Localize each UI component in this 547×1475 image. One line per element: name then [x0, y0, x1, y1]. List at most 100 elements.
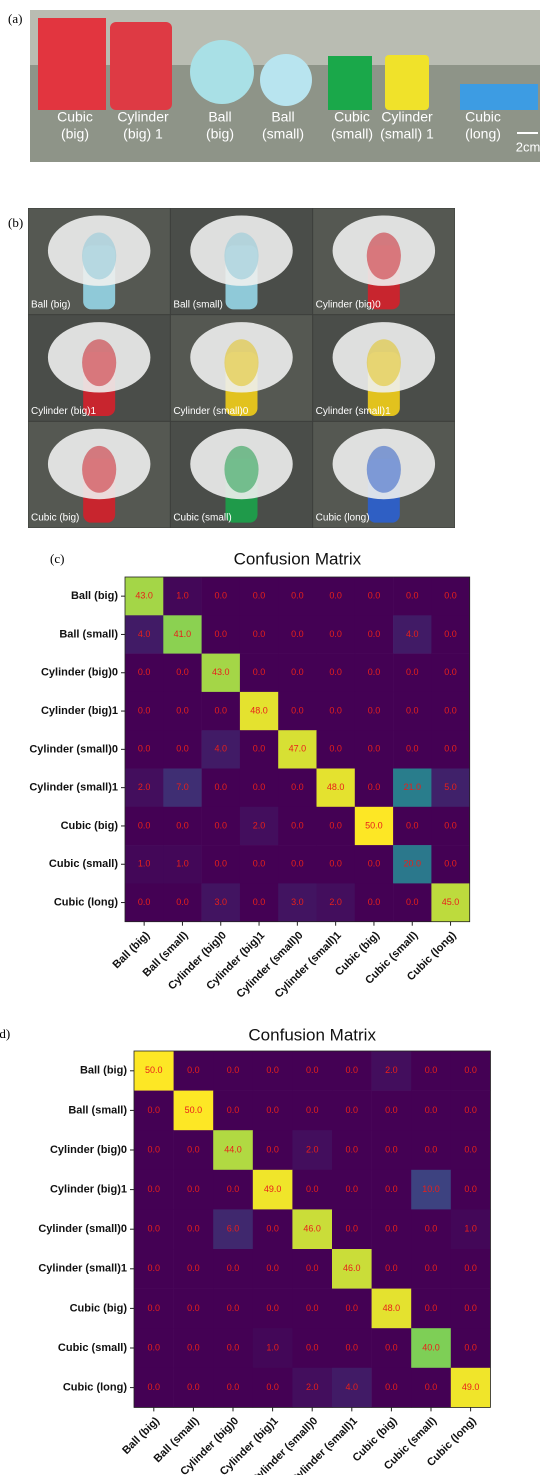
- cell-label: 0.0: [227, 1342, 240, 1352]
- y-tick-label: Cylinder (small)1: [29, 782, 118, 794]
- yellow-cylinder: [385, 55, 429, 110]
- cell-label: 0.0: [291, 591, 304, 601]
- cell-label: 0.0: [329, 744, 342, 754]
- cell-label: 0.0: [187, 1184, 200, 1194]
- cell-label: 0.0: [464, 1065, 477, 1075]
- cell-label: 0.0: [346, 1144, 359, 1154]
- cell-label: 0.0: [464, 1303, 477, 1313]
- cell-label: 0.0: [291, 820, 304, 830]
- cell-label: 0.0: [385, 1382, 398, 1392]
- cell-label: 0.0: [329, 705, 342, 715]
- page: {"labels": {"a": "(a)", "b": "(b)", "c":…: [0, 0, 547, 1475]
- cell-label: 5.0: [444, 782, 457, 792]
- y-tick-label: Cubic (big): [61, 820, 119, 832]
- cell-label: 1.0: [138, 859, 151, 869]
- cell-label: 0.0: [385, 1342, 398, 1352]
- object-label: (long): [465, 126, 501, 142]
- object-label: Cylinder: [117, 109, 169, 125]
- cell-label: 46.0: [303, 1224, 321, 1234]
- y-tick-label: Cylinder (big)0: [41, 667, 118, 679]
- gripper-center: [224, 339, 258, 386]
- cell-label: 0.0: [425, 1065, 438, 1075]
- cell-label: 0.0: [425, 1263, 438, 1273]
- cell-label: 48.0: [250, 705, 268, 715]
- cell-label: 0.0: [148, 1184, 161, 1194]
- cell-label: 2.0: [253, 820, 266, 830]
- cell-label: 3.0: [214, 897, 227, 907]
- cell-label: 0.0: [444, 629, 457, 639]
- chart-title: Confusion Matrix: [248, 1025, 376, 1044]
- cell-label: 0.0: [266, 1382, 279, 1392]
- cell-label: 0.0: [368, 629, 381, 639]
- cell-label: 0.0: [176, 744, 189, 754]
- cell-label: 0.0: [368, 859, 381, 869]
- cell-label: 0.0: [425, 1105, 438, 1115]
- object-label: Ball: [208, 109, 231, 125]
- cell-label: 0.0: [214, 782, 227, 792]
- object-label: (big): [206, 126, 234, 142]
- red-cube: [38, 18, 106, 110]
- cell-label: 2.0: [385, 1065, 398, 1075]
- cell-label: 0.0: [253, 859, 266, 869]
- cell-label: 4.0: [214, 744, 227, 754]
- cell-label: 0.0: [406, 820, 419, 830]
- cell-label: 0.0: [291, 705, 304, 715]
- cell-label: 0.0: [385, 1144, 398, 1154]
- y-tick-label: Cylinder (small)1: [38, 1263, 127, 1275]
- cell-label: 0.0: [368, 782, 381, 792]
- cell-label: 0.0: [306, 1263, 319, 1273]
- cell-label: 0.0: [291, 667, 304, 677]
- photo-caption: Cylinder (big)1: [31, 406, 96, 417]
- cell-label: 0.0: [385, 1263, 398, 1273]
- cell-label: 0.0: [187, 1382, 200, 1392]
- cell-label: 1.0: [176, 591, 189, 601]
- cell-label: 1.0: [176, 859, 189, 869]
- object-label: (big): [61, 126, 89, 142]
- cell-label: 43.0: [135, 591, 153, 601]
- cell-label: 0.0: [306, 1065, 319, 1075]
- cell-label: 10.0: [422, 1184, 440, 1194]
- cell-label: 0.0: [385, 1105, 398, 1115]
- cell-label: 0.0: [385, 1184, 398, 1194]
- y-tick-label: Ball (small): [59, 628, 118, 640]
- gripper-center: [82, 339, 116, 386]
- y-tick-label: Cubic (big): [70, 1302, 128, 1314]
- object-label: Ball: [271, 109, 294, 125]
- cell-label: 0.0: [138, 705, 151, 715]
- object-label: (small): [262, 126, 304, 142]
- cell-label: 0.0: [187, 1263, 200, 1273]
- cell-label: 0.0: [346, 1065, 359, 1075]
- x-tick-label: Cylinder (small)1: [273, 929, 344, 1000]
- cell-label: 0.0: [138, 897, 151, 907]
- red-cylinder: [110, 22, 172, 110]
- cell-label: 50.0: [185, 1105, 203, 1115]
- x-tick-label: Ball (big): [120, 1415, 162, 1457]
- cell-label: 0.0: [444, 744, 457, 754]
- cell-label: 0.0: [266, 1303, 279, 1313]
- cell-label: 0.0: [425, 1224, 438, 1234]
- cell-label: 0.0: [368, 705, 381, 715]
- gripper-center: [367, 233, 401, 280]
- y-tick-label: Cubic (long): [54, 896, 118, 908]
- cell-label: 0.0: [306, 1105, 319, 1115]
- cell-label: 0.0: [346, 1303, 359, 1313]
- y-tick-label: Ball (big): [80, 1065, 127, 1077]
- cell-label: 0.0: [266, 1065, 279, 1075]
- chart-title: Confusion Matrix: [234, 549, 362, 568]
- cell-label: 0.0: [214, 705, 227, 715]
- cell-label: 41.0: [174, 629, 192, 639]
- cell-label: 2.0: [306, 1382, 319, 1392]
- cell-label: 0.0: [444, 705, 457, 715]
- cell-label: 0.0: [214, 591, 227, 601]
- cell-label: 43.0: [212, 667, 230, 677]
- cell-label: 0.0: [138, 744, 151, 754]
- photo-caption: Cylinder (big)0: [316, 299, 381, 310]
- photo-caption: Cubic (long): [316, 513, 370, 524]
- y-tick-label: Cubic (small): [58, 1342, 127, 1354]
- green-cube: [328, 56, 372, 110]
- cell-label: 0.0: [253, 667, 266, 677]
- cell-label: 0.0: [291, 629, 304, 639]
- cell-label: 0.0: [138, 667, 151, 677]
- scale-label: 2cm: [516, 139, 541, 154]
- photo-b: Ball (big)Ball (small)Cylinder (big)0Cyl…: [28, 208, 455, 528]
